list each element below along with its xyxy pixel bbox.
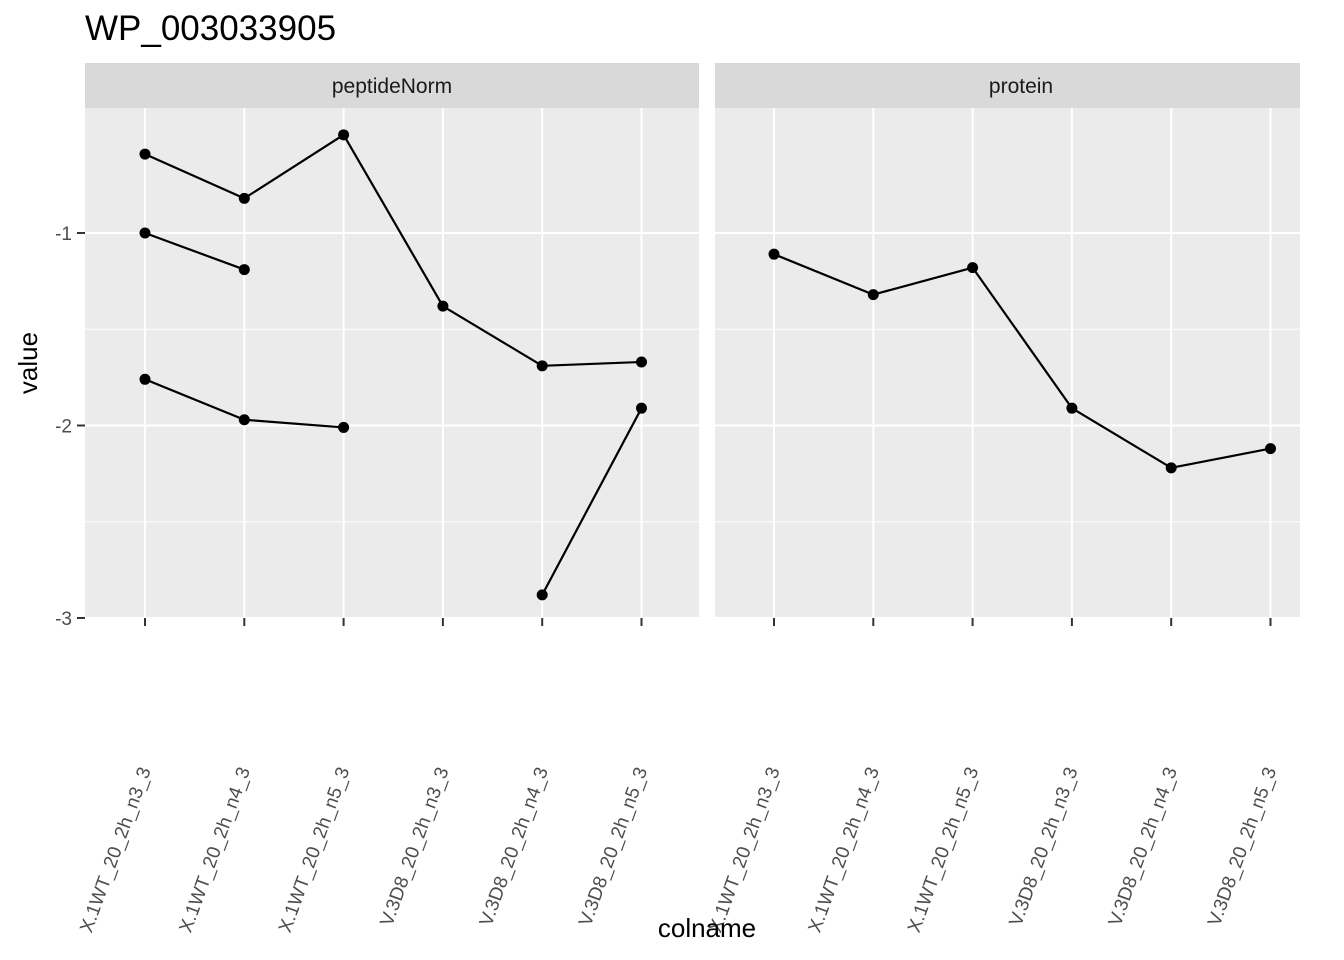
x-axis-title: colname [658, 913, 756, 943]
series-line-segment [144, 378, 245, 421]
y-tick-label: -1 [55, 224, 72, 245]
data-point [536, 589, 548, 601]
x-tick-label: V.3D8_20_2h_n4_3 [476, 765, 553, 929]
x-axis: X.1WT_20_2h_n3_3 X.1WT_20_2h_n4_3 X.1WT_20… [76, 618, 652, 935]
x-tick-label: X.1WT_20_2h_n3_3 [76, 765, 155, 936]
data-point [139, 148, 151, 160]
series-line-segment [442, 305, 543, 367]
series-line-segment [243, 133, 345, 200]
strip-background [715, 63, 1300, 108]
series-line-segment [773, 253, 874, 296]
strip-background [85, 63, 699, 108]
series-line-segment [144, 231, 245, 271]
x-tick-label: X.1WT_20_2h_n5_3 [275, 765, 354, 936]
y-axis: -3 -2 -1 [55, 224, 85, 630]
chart-title: WP_003033905 [85, 9, 336, 48]
data-point [536, 360, 548, 372]
series-line-segment [144, 153, 245, 200]
series-line-segment [541, 407, 643, 596]
x-tick-label: X.1WT_20_2h_n4_3 [176, 765, 255, 936]
data-point [238, 414, 250, 426]
series-line-segment [1170, 447, 1271, 469]
strip-label-protein: protein [989, 75, 1053, 98]
x-tick-label: V.3D8_20_2h_n4_3 [1105, 765, 1182, 929]
series-line-segment [244, 418, 344, 429]
x-tick-label: V.3D8_20_2h_n3_3 [377, 765, 454, 929]
panel-data [768, 248, 1276, 474]
data-point [867, 289, 879, 301]
y-axis-title: value [13, 332, 43, 394]
x-axis: X.1WT_20_2h_n3_3 X.1WT_20_2h_n4_3 X.1WT_20… [705, 618, 1281, 935]
panel-data [139, 129, 647, 601]
panel-peptidenorm: peptideNorm X.1WT_20_2h_n3_3 X.1WT_20_2h_… [76, 63, 699, 935]
series-line-segment [873, 266, 973, 296]
data-point [338, 421, 350, 433]
data-point [636, 356, 647, 368]
data-point [967, 262, 979, 274]
data-point [1265, 443, 1276, 455]
y-tick-label: -2 [55, 417, 72, 438]
panel-protein: protein X.1WT_20_2h_n3_3 X.1WT_20_2h_n4_3… [705, 63, 1300, 935]
data-point [768, 248, 780, 260]
x-tick-label: X.1WT_20_2h_n5_3 [904, 765, 983, 936]
series-line-segment [342, 134, 444, 307]
data-point [139, 373, 151, 385]
data-point [437, 300, 449, 312]
strip-label-peptidenorm: peptideNorm [332, 75, 452, 98]
series-line-segment [971, 267, 1073, 409]
y-tick-label: -3 [55, 609, 72, 630]
data-point [238, 264, 250, 276]
data-point [338, 129, 350, 141]
panel-gridlines [715, 108, 1300, 619]
data-point [1066, 402, 1078, 414]
series-line-segment [1071, 407, 1172, 469]
data-point [636, 402, 647, 414]
x-tick-label: V.3D8_20_2h_n5_3 [575, 765, 652, 929]
series-line-segment [542, 360, 642, 367]
x-tick-label: X.1WT_20_2h_n3_3 [705, 765, 784, 936]
x-tick-label: V.3D8_20_2h_n3_3 [1006, 765, 1083, 929]
data-point [1165, 462, 1177, 474]
x-tick-label: V.3D8_20_2h_n5_3 [1204, 765, 1281, 929]
data-point [139, 227, 151, 239]
x-tick-label: X.1WT_20_2h_n4_3 [805, 765, 884, 936]
panel-background [715, 108, 1300, 618]
data-point [238, 192, 250, 204]
